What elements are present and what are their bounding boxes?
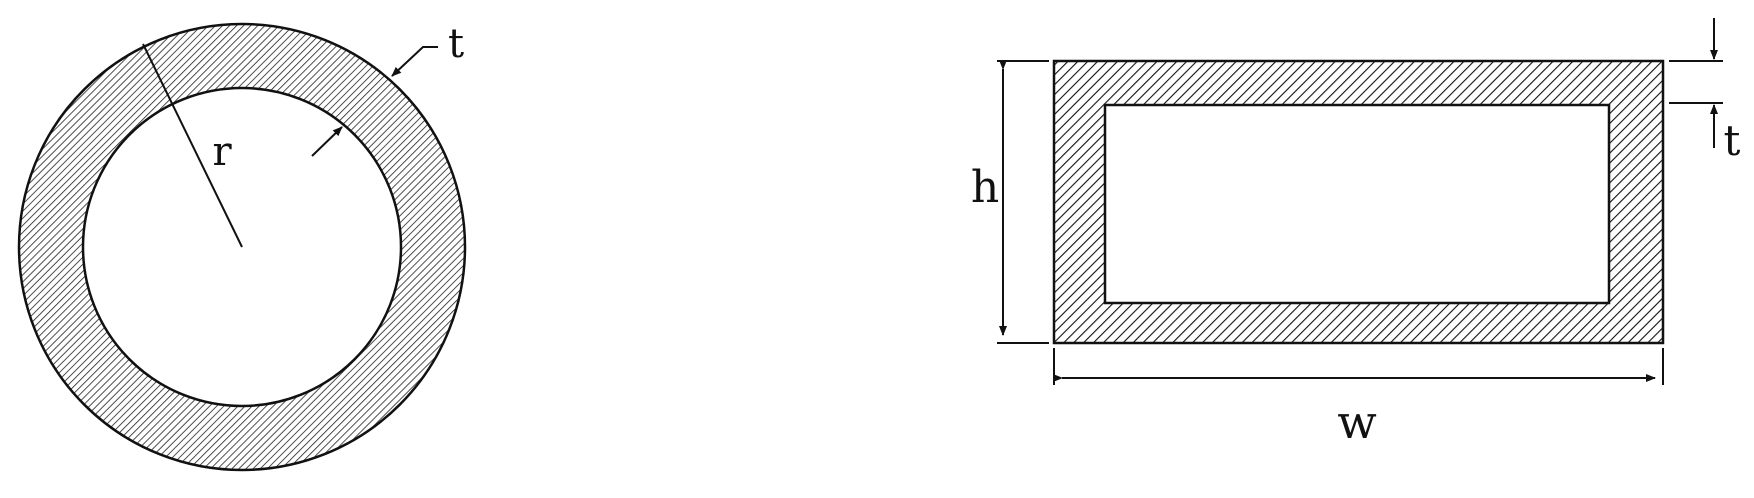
circle-thickness-label: t <box>448 21 464 67</box>
circular-hollow-section: r t <box>17 21 467 472</box>
circular-wall <box>17 22 467 472</box>
radius-label: r <box>212 129 232 175</box>
radius-line <box>142 43 243 248</box>
rect-thickness-label: t <box>1724 116 1741 165</box>
thickness-outer-leader <box>391 46 438 77</box>
width-label: w <box>1337 395 1376 449</box>
rectangular-wall <box>1052 59 1665 345</box>
thickness-inner-arrow <box>311 126 343 157</box>
rectangular-hollow-section: h w t <box>971 18 1741 449</box>
height-label: h <box>971 162 999 213</box>
